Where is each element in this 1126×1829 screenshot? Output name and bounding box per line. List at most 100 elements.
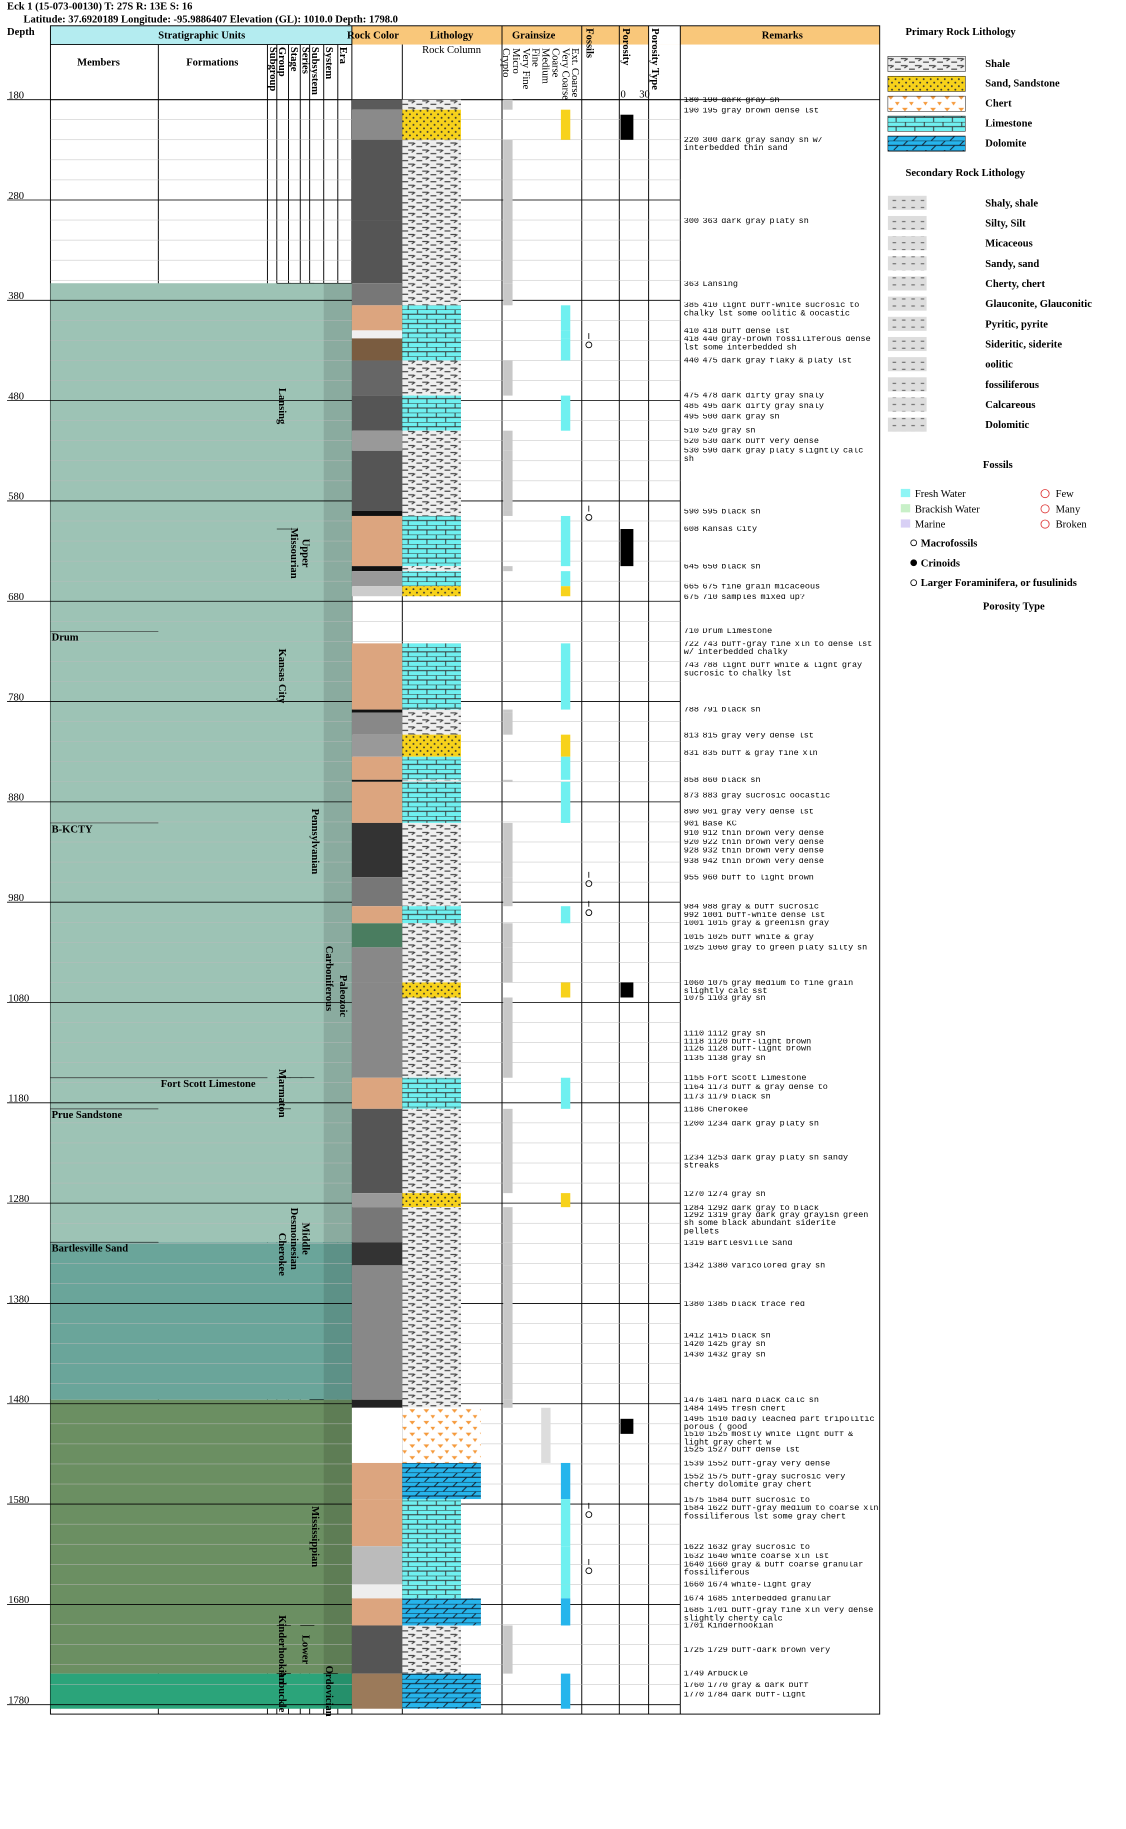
remark-base: 1525 [707, 1431, 728, 1440]
remark-top: 1015 [683, 934, 705, 944]
fossil-symbol [585, 871, 593, 887]
remark: 1749 Arbuckle [684, 1671, 879, 1679]
remark-top: 1025 [683, 944, 705, 954]
remark: 1539 1552 buff-gray very dense [684, 1461, 879, 1469]
remark: 1284 1292 dark gray to black [684, 1205, 819, 1213]
legend-swatch [887, 296, 927, 311]
fossil-symbol [585, 1558, 593, 1574]
remark-base: 1112 [707, 1030, 728, 1039]
porosity-bar [620, 982, 634, 998]
rock-column [402, 1399, 461, 1408]
remark-text: Base KC [702, 820, 737, 829]
remark-text: 1234 1253 dark gray platy sh sandy streaks [684, 1155, 879, 1171]
remark-text: buff to light brown [721, 874, 814, 883]
col-header: Members [77, 58, 120, 69]
rock-color [351, 877, 403, 907]
rock-color [351, 1625, 403, 1674]
remark-top: 1342 [683, 1262, 705, 1272]
remark-base: 1179 [707, 1093, 728, 1102]
remark-base: 1432 [707, 1351, 728, 1360]
remark-top: 475 [683, 393, 700, 402]
remark-text: 645 650 black sh [684, 564, 879, 572]
remark-top: 665 [683, 583, 700, 593]
legend-label: Sandy, sand [985, 259, 1039, 270]
grain-bar [560, 1598, 571, 1626]
remark-text: 1539 1552 buff-gray very dense [684, 1461, 879, 1469]
remark-text: Cherokee [707, 1106, 749, 1115]
remark-text: black sh [731, 1093, 771, 1102]
legend-label: Marine [915, 520, 946, 531]
remark-base: 960 [702, 874, 718, 883]
remark-text: 955 960 buff to light brown [684, 875, 879, 883]
grain-bar [503, 450, 513, 511]
remark: 590 595 black sh [684, 509, 761, 517]
grain-bar [560, 338, 571, 361]
remark-base: 1784 [707, 1692, 728, 1701]
remark-text: 440 475 dark gray flaky & platy lst [684, 358, 879, 366]
remark: 1510 1525 mostly white light buff & light … [684, 1432, 879, 1448]
remark: 1525 1527 buff dense lst [684, 1447, 800, 1455]
remark-base: 1415 [707, 1333, 728, 1342]
remark-text: dark gray flaky & platy lst [721, 358, 852, 367]
remark-text: Drum Limestone [702, 628, 773, 638]
rock-color [351, 450, 403, 511]
grain-bar [503, 510, 513, 516]
rock-column [402, 1673, 481, 1709]
col-header: Rock Color [347, 31, 399, 42]
rock-color [351, 515, 403, 567]
legend-swatch [900, 519, 911, 528]
remark-text: 300 363 dark gray platy sh [684, 218, 879, 226]
rock-color [351, 283, 403, 306]
remark-text: 530 590 dark gray platy slightly calc sh [684, 448, 879, 464]
remark-base: 1015 [707, 920, 728, 930]
grain-bar [560, 305, 571, 331]
remark: 363 Lansing [684, 281, 738, 289]
remark-text: 1126 1128 buff-light brown [684, 1046, 879, 1054]
remark-text: black trace red [731, 1301, 805, 1310]
remark-text: 1749 Arbuckle [684, 1671, 879, 1679]
remark-top: 510 [683, 428, 700, 437]
rock-column [402, 947, 461, 983]
remark-top: 1118 [683, 1038, 705, 1047]
remark-text: 1164 1173 buff & gray dense to [684, 1084, 879, 1092]
remark-text: 495 500 dark gray sh [684, 413, 879, 421]
rock-column [402, 220, 461, 284]
remark-text: samples mixed up? [721, 593, 805, 603]
remark-text: gray & buff coarse granular fossiliferou… [683, 1561, 864, 1579]
remark-text: 1412 1415 black sh [684, 1333, 879, 1341]
remark-text: 485 495 dark dirty gray shaly [684, 403, 879, 411]
unit-label: Ordovician [323, 1666, 334, 1717]
remark-text: 858 860 black sh [684, 777, 879, 785]
remark: 992 1001 buff-white dense lst [684, 912, 825, 920]
remark: 418 440 gray-brown fossiliferous dense lst… [684, 336, 871, 352]
rock-column [402, 1207, 461, 1243]
remark-base: 835 [702, 750, 718, 759]
legend-label: Many [1056, 504, 1081, 515]
remark: 1622 1632 gray sucrosic to [684, 1544, 810, 1552]
unit-label: Pennsylvanian [309, 809, 320, 875]
header-line: Eck 1 (15-073-00130) T: 27S R: 13E S: 16 [7, 1, 192, 12]
remark-text: interbedded granular [731, 1596, 832, 1605]
grain-bar [503, 360, 513, 396]
col-header: Grainsize [512, 31, 556, 42]
remark-text: 1510 1525 mostly white light buff & light … [684, 1432, 879, 1448]
grain-bar [560, 643, 571, 710]
col-header: Remarks [762, 31, 803, 42]
remark: 520 530 dark buff very dense [684, 438, 819, 446]
rock-column [402, 99, 461, 110]
remark-base: 1319 [707, 1212, 728, 1222]
rock-color [351, 510, 403, 516]
grain-bar [503, 1207, 513, 1243]
rock-column [402, 586, 461, 597]
remark-base: 1060 [707, 944, 728, 954]
rock-color [351, 1546, 403, 1585]
unit-label: Middle [300, 1223, 311, 1256]
rock-color [351, 997, 403, 1078]
rock-color [351, 822, 403, 878]
remark-text: 180 190 dark gray sh [684, 97, 879, 105]
rock-column [402, 338, 461, 361]
rock-column [402, 139, 461, 221]
remark-text: 475 478 dark dirty gray shaly [684, 393, 879, 401]
remark-base: 1552 [707, 1460, 728, 1469]
grain-bar [503, 709, 513, 713]
